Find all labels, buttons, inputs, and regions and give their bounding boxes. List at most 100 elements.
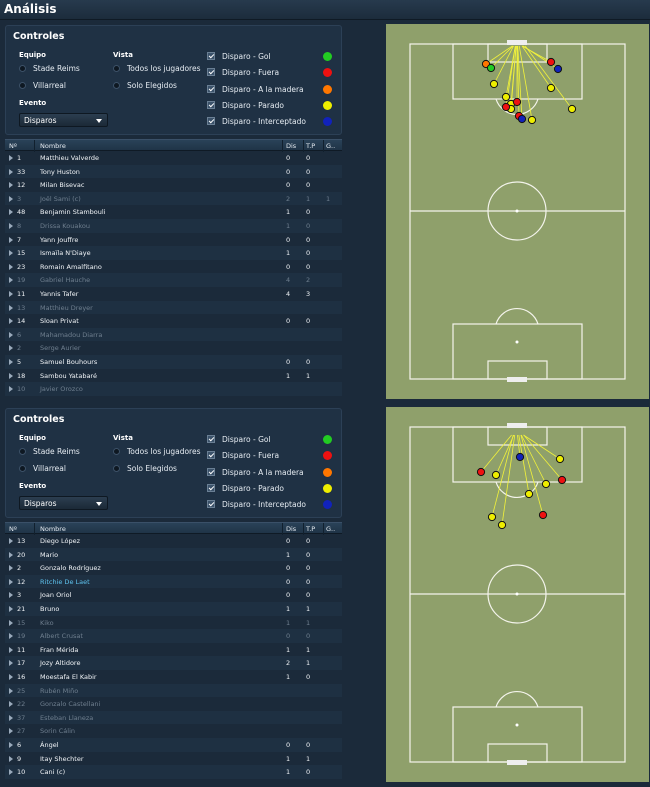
legend-saved[interactable]: Disparo - Parado [207,482,332,494]
table-row[interactable]: 8 Drissa Kouakou 1 0 [5,218,342,233]
row-expand-icon[interactable] [9,551,13,558]
table-row[interactable]: 15 Ismaïla N'Diaye 1 0 [5,246,342,260]
shot-marker[interactable] [541,479,551,489]
table-row[interactable]: 17 Jozy Altidore 2 1 [5,656,342,670]
legend-woodwork[interactable]: Disparo - A la madera [207,83,332,95]
shot-marker[interactable] [553,64,563,74]
table-row[interactable]: 13 Matthieu Dreyer [5,300,342,315]
table-row[interactable]: 33 Tony Huston 0 0 [5,164,342,179]
row-expand-icon[interactable] [9,619,13,626]
table-row[interactable]: 1 Matthieu Valverde 0 0 [5,151,342,165]
legend-blocked[interactable]: Disparo - Interceptado [207,115,332,127]
row-expand-icon[interactable] [9,701,13,708]
shot-marker[interactable] [501,92,511,102]
checkbox[interactable] [207,52,215,60]
legend-saved[interactable]: Disparo - Parado [207,99,332,111]
row-expand-icon[interactable] [9,741,13,748]
row-expand-icon[interactable] [9,263,13,270]
view-radio-all[interactable]: Todos los jugadores [113,447,200,456]
shot-marker[interactable] [476,467,486,477]
checkbox[interactable] [207,451,215,459]
legend-off[interactable]: Disparo - Fuera [207,66,332,78]
legend-goal[interactable]: Disparo - Gol [207,50,332,62]
row-expand-icon[interactable] [9,673,13,680]
table-row[interactable]: 15 Kiko 1 1 [5,616,342,630]
row-expand-icon[interactable] [9,728,13,735]
row-expand-icon[interactable] [9,290,13,297]
shot-marker[interactable] [487,512,497,522]
view-radio-selected[interactable]: Solo Elegidos [113,81,177,90]
checkbox[interactable] [207,500,215,508]
row-expand-icon[interactable] [9,182,13,189]
table-row[interactable]: 19 Gabriel Hauche 4 2 [5,273,342,287]
shot-marker[interactable] [489,79,499,89]
legend-blocked[interactable]: Disparo - Interceptado [207,498,332,510]
shot-marker[interactable] [555,454,565,464]
col-goals[interactable]: G.. [326,142,336,150]
shot-marker[interactable] [527,115,537,125]
row-expand-icon[interactable] [9,538,13,544]
table-row[interactable]: 12 Milan Bisevac 0 0 [5,178,342,192]
row-expand-icon[interactable] [9,660,13,667]
row-expand-icon[interactable] [9,168,13,175]
view-radio-all[interactable]: Todos los jugadores [113,64,200,73]
shot-marker[interactable] [557,475,567,485]
table-row[interactable]: 6 Ángel 0 0 [5,737,342,752]
col-dis[interactable]: Dis [286,525,297,533]
row-expand-icon[interactable] [9,769,13,776]
row-expand-icon[interactable] [9,605,13,612]
col-num[interactable]: Nº [9,525,17,533]
team-radio-reims[interactable]: Stade Reims [19,447,80,456]
shot-marker[interactable] [567,104,577,114]
row-expand-icon[interactable] [9,222,13,229]
legend-off[interactable]: Disparo - Fuera [207,449,332,461]
row-expand-icon[interactable] [9,236,13,243]
table-row[interactable]: 2 Gonzalo Rodríguez 0 0 [5,561,342,575]
table-row[interactable]: 11 Fran Mérida 1 1 [5,643,342,657]
row-expand-icon[interactable] [9,592,13,599]
view-radio-selected[interactable]: Solo Elegidos [113,464,177,473]
col-tp[interactable]: T.P [306,525,316,533]
row-expand-icon[interactable] [9,372,13,379]
table-row[interactable]: 20 Mario 1 0 [5,547,342,562]
table-row[interactable]: 18 Sambou Yatabaré 1 1 [5,369,342,383]
legend-woodwork[interactable]: Disparo - A la madera [207,466,332,478]
col-goals[interactable]: G.. [326,525,336,533]
col-name[interactable]: Nombre [40,142,66,150]
row-expand-icon[interactable] [9,565,13,572]
legend-goal[interactable]: Disparo - Gol [207,433,332,445]
row-expand-icon[interactable] [9,331,13,338]
table-row[interactable]: 12 Ritchie De Laet 0 0 [5,574,342,589]
team-radio-villarreal[interactable]: Villarreal [19,81,66,90]
table-row[interactable]: 5 Samuel Bouhours 0 0 [5,354,342,369]
table-row[interactable]: 37 Esteban Llaneza [5,710,342,725]
row-expand-icon[interactable] [9,195,13,202]
col-dis[interactable]: Dis [286,142,297,150]
team-radio-villarreal[interactable]: Villarreal [19,464,66,473]
table-row[interactable]: 6 Mahamadou Diarra [5,327,342,342]
row-expand-icon[interactable] [9,277,13,284]
col-name[interactable]: Nombre [40,525,66,533]
table-row[interactable]: 21 Bruno 1 1 [5,601,342,616]
table-row[interactable]: 23 Romain Amalfitano 0 0 [5,260,342,274]
table-row[interactable]: 48 Benjamin Stambouli 1 0 [5,205,342,219]
event-dropdown[interactable]: Disparos [19,113,108,127]
row-expand-icon[interactable] [9,633,13,640]
checkbox[interactable] [207,484,215,492]
row-expand-icon[interactable] [9,755,13,762]
table-row[interactable]: 10 Javier Orozco [5,382,342,396]
shot-marker[interactable] [497,520,507,530]
checkbox[interactable] [207,117,215,125]
team-radio-reims[interactable]: Stade Reims [19,64,80,73]
shot-marker[interactable] [486,63,496,73]
table-row[interactable]: 2 Serge Aurier [5,341,342,355]
col-num[interactable]: Nº [9,142,17,150]
row-expand-icon[interactable] [9,714,13,721]
table-row[interactable]: 9 Itay Shechter 1 1 [5,752,342,766]
table-row[interactable]: 3 Joël Sami (c) 2 1 1 [5,191,342,206]
table-row[interactable]: 14 Sloan Privat 0 0 [5,314,342,328]
checkbox[interactable] [207,85,215,93]
row-expand-icon[interactable] [9,578,13,585]
row-expand-icon[interactable] [9,155,13,161]
checkbox[interactable] [207,101,215,109]
